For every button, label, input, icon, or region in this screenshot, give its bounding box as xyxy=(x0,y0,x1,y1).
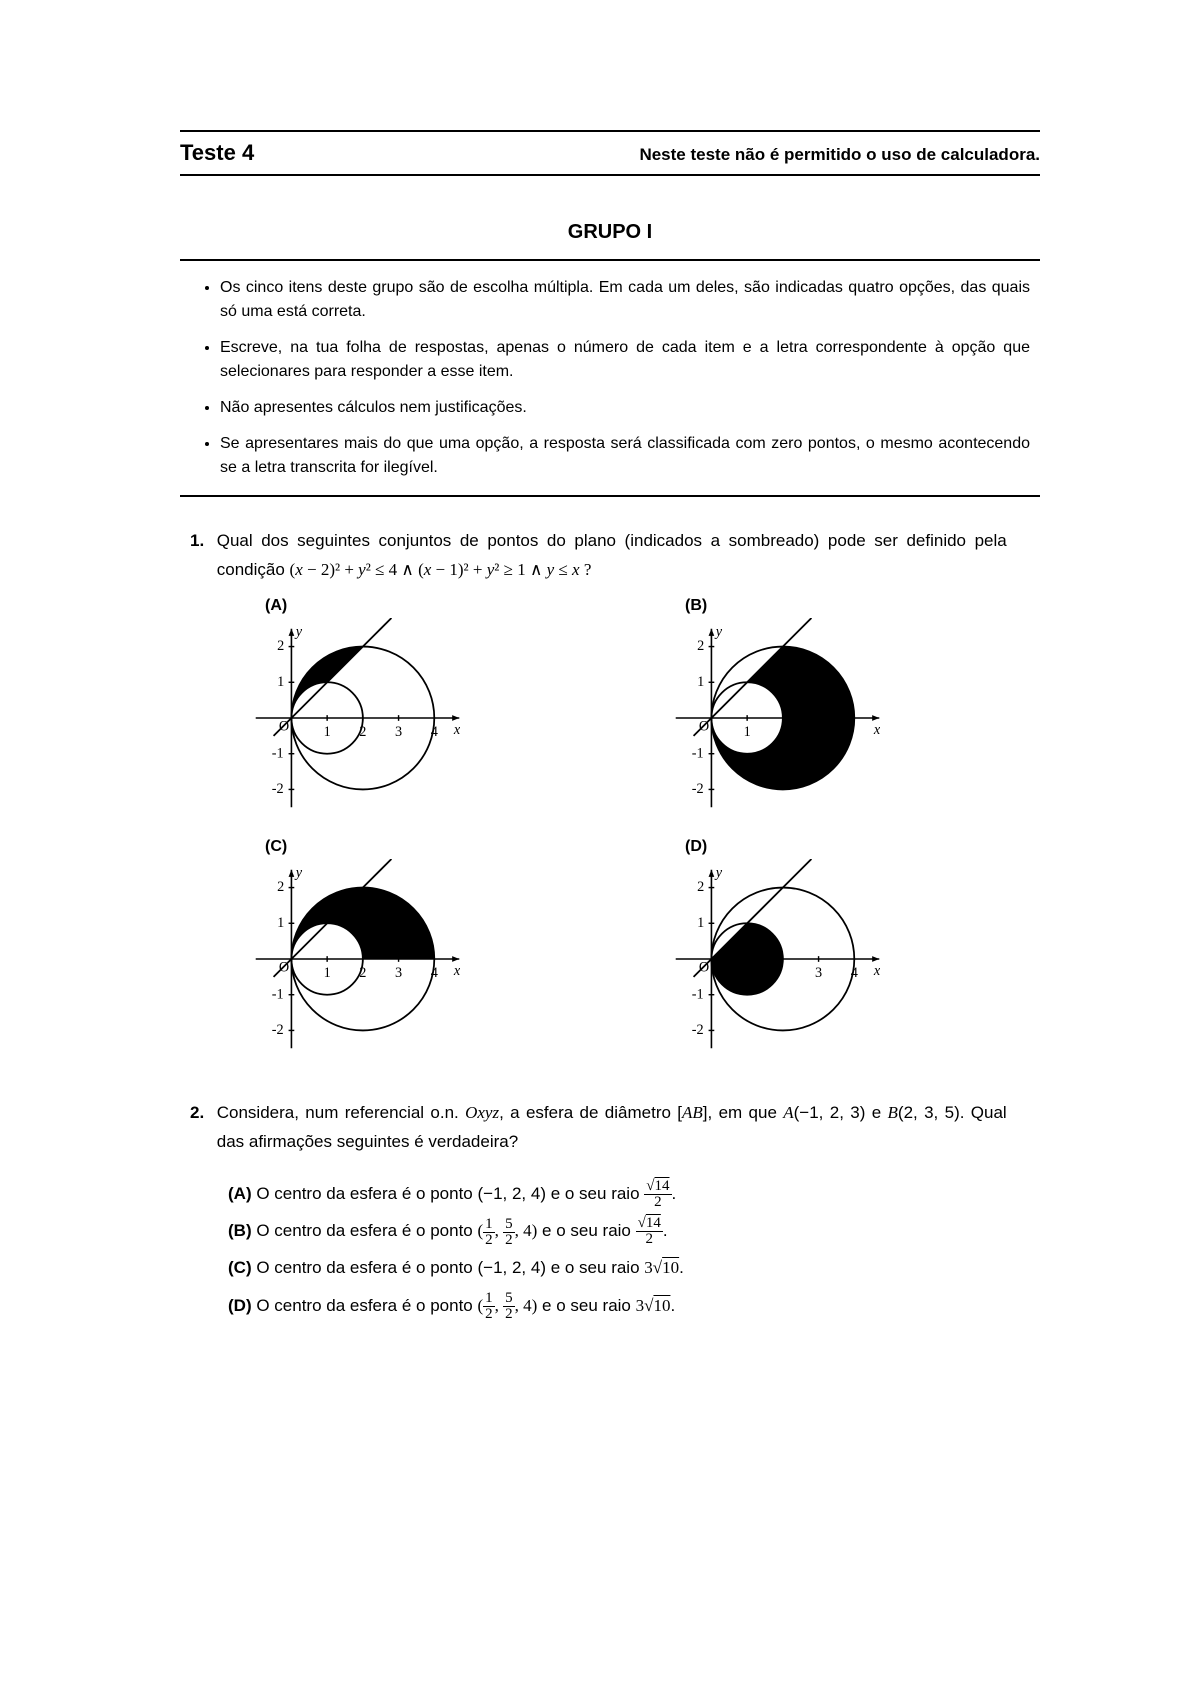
graph-a-label: (A) xyxy=(265,597,570,615)
svg-text:4: 4 xyxy=(431,965,438,981)
svg-text:1: 1 xyxy=(277,915,284,931)
graph-c: (C) xyxy=(230,838,570,1064)
opt-a-label: (A) xyxy=(228,1184,252,1203)
graph-d: (D) xyxy=(650,838,990,1064)
q1-condition: (x − 2)² + y² ≤ 4 ∧ (x − 1)² + y² ≥ 1 ∧ … xyxy=(290,560,592,579)
svg-text:2: 2 xyxy=(277,879,284,895)
svg-text:4: 4 xyxy=(431,724,438,740)
opt-d-label: (D) xyxy=(228,1296,252,1315)
test-title: Teste 4 xyxy=(180,140,254,166)
svg-text:1: 1 xyxy=(697,674,704,690)
graph-d-label: (D) xyxy=(685,838,990,856)
instruction-item: Escreve, na tua folha de respostas, apen… xyxy=(220,336,1030,384)
instruction-item: Os cinco itens deste grupo são de escolh… xyxy=(220,276,1030,324)
instructions-list: Os cinco itens deste grupo são de escolh… xyxy=(190,276,1030,480)
svg-text:-2: -2 xyxy=(272,781,284,797)
svg-text:y: y xyxy=(294,624,303,640)
svg-text:-1: -1 xyxy=(692,986,704,1002)
svg-text:-1: -1 xyxy=(272,986,284,1002)
graph-a: (A) xyxy=(230,597,570,823)
svg-text:x: x xyxy=(873,722,880,738)
svg-text:-2: -2 xyxy=(692,1022,704,1038)
svg-text:y: y xyxy=(294,865,303,881)
graph-c-svg: O 1 2 3 4 1 2 -1 -2 x y xyxy=(230,859,460,1059)
svg-text:x: x xyxy=(453,722,460,738)
q1-number: 1. xyxy=(190,527,212,556)
svg-text:2: 2 xyxy=(359,724,366,740)
instructions-box: Os cinco itens deste grupo são de escolh… xyxy=(180,259,1040,497)
grupo-heading: GRUPO I xyxy=(180,221,1040,244)
opt-b-label: (B) xyxy=(228,1221,252,1240)
svg-text:-1: -1 xyxy=(272,745,284,761)
q2-body: Considera, num referencial o.n. Oxyz, a … xyxy=(217,1099,1007,1157)
opt-c-label: (C) xyxy=(228,1258,252,1277)
q2-number: 2. xyxy=(190,1099,212,1128)
graph-b-label: (B) xyxy=(685,597,990,615)
instruction-item: Se apresentares mais do que uma opção, a… xyxy=(220,432,1030,480)
svg-text:4: 4 xyxy=(851,965,858,981)
svg-text:1: 1 xyxy=(324,724,331,740)
svg-text:1: 1 xyxy=(324,965,331,981)
svg-text:O: O xyxy=(699,959,709,975)
svg-text:-1: -1 xyxy=(692,745,704,761)
svg-text:3: 3 xyxy=(395,965,402,981)
svg-text:3: 3 xyxy=(395,724,402,740)
svg-text:2: 2 xyxy=(697,879,704,895)
svg-text:2: 2 xyxy=(697,638,704,654)
svg-text:O: O xyxy=(699,718,709,734)
q2-option-d: (D) O centro da esfera é o ponto (12, 52… xyxy=(228,1287,1040,1324)
q2-option-b: (B) O centro da esfera é o ponto (12, 52… xyxy=(228,1212,1040,1249)
svg-text:-2: -2 xyxy=(272,1022,284,1038)
graph-b-svg: O 1 1 2 -1 -2 x y xyxy=(650,618,880,818)
q1-graphs: (A) xyxy=(230,597,990,1064)
q2-option-c: (C) O centro da esfera é o ponto (−1, 2,… xyxy=(228,1249,1040,1286)
svg-text:x: x xyxy=(873,963,880,979)
svg-text:y: y xyxy=(714,624,723,640)
calculator-notice: Neste teste não é permitido o uso de cal… xyxy=(639,145,1040,165)
q1-body: Qual dos seguintes conjuntos de pontos d… xyxy=(217,527,1007,585)
q2-option-a: (A) O centro da esfera é o ponto (−1, 2,… xyxy=(228,1175,1040,1212)
svg-text:2: 2 xyxy=(359,965,366,981)
instruction-item: Não apresentes cálculos nem justificaçõe… xyxy=(220,396,1030,420)
graph-c-label: (C) xyxy=(265,838,570,856)
svg-text:1: 1 xyxy=(697,915,704,931)
header-bar: Teste 4 Neste teste não é permitido o us… xyxy=(180,130,1040,176)
q2-options: (A) O centro da esfera é o ponto (−1, 2,… xyxy=(228,1175,1040,1325)
svg-text:2: 2 xyxy=(277,638,284,654)
svg-text:1: 1 xyxy=(277,674,284,690)
page: Teste 4 Neste teste não é permitido o us… xyxy=(0,0,1200,1698)
svg-text:O: O xyxy=(279,959,289,975)
svg-text:3: 3 xyxy=(815,965,822,981)
svg-text:y: y xyxy=(714,865,723,881)
svg-text:1: 1 xyxy=(744,724,751,740)
question-1: 1. Qual dos seguintes conjuntos de ponto… xyxy=(190,527,1040,585)
svg-text:-2: -2 xyxy=(692,781,704,797)
graph-a-svg: O 1 2 3 4 1 2 -1 -2 x y xyxy=(230,618,460,818)
question-2: 2. Considera, num referencial o.n. Oxyz,… xyxy=(190,1099,1040,1157)
graph-b: (B) xyxy=(650,597,990,823)
svg-text:O: O xyxy=(279,718,289,734)
graph-d-svg: O 3 4 1 2 -1 -2 x y xyxy=(650,859,880,1059)
svg-text:x: x xyxy=(453,963,460,979)
